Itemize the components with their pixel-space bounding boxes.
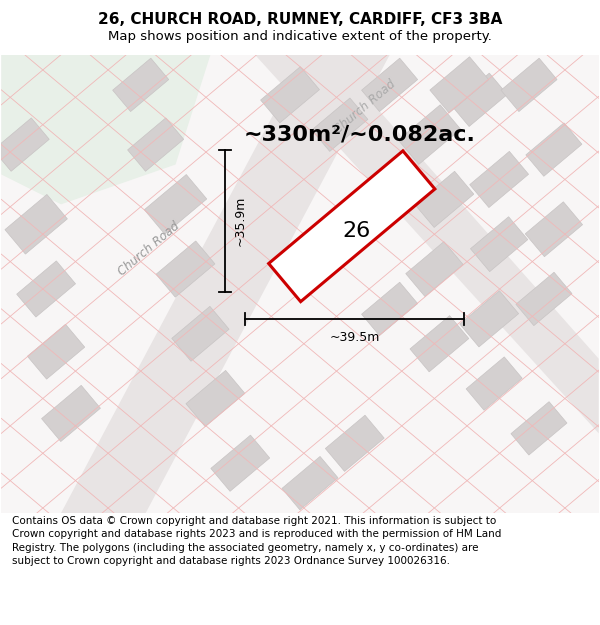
Polygon shape [113,58,169,111]
Text: Church Road: Church Road [115,220,182,279]
Polygon shape [362,282,418,336]
Polygon shape [28,324,85,379]
Polygon shape [128,118,184,171]
Polygon shape [312,98,368,151]
Polygon shape [451,73,507,126]
Polygon shape [260,67,319,123]
Polygon shape [398,105,461,164]
Polygon shape [511,402,567,455]
Polygon shape [0,118,49,171]
Polygon shape [17,261,76,317]
Polygon shape [525,202,583,257]
Polygon shape [211,435,269,491]
Polygon shape [470,217,528,272]
Polygon shape [410,316,469,372]
Polygon shape [415,171,474,227]
Polygon shape [406,242,463,296]
Polygon shape [156,241,215,297]
Polygon shape [269,151,435,302]
Polygon shape [466,357,522,410]
Polygon shape [526,123,582,176]
Polygon shape [516,272,572,326]
Polygon shape [172,306,229,361]
Polygon shape [470,151,529,208]
Polygon shape [460,291,518,347]
Polygon shape [325,415,384,471]
Polygon shape [430,57,489,113]
Text: Contains OS data © Crown copyright and database right 2021. This information is : Contains OS data © Crown copyright and d… [12,516,502,566]
Polygon shape [282,456,338,510]
Polygon shape [362,58,418,111]
Text: ~330m²/~0.082ac.: ~330m²/~0.082ac. [244,124,476,144]
Polygon shape [255,55,599,433]
Polygon shape [61,55,389,513]
Polygon shape [186,371,245,427]
Text: ~39.5m: ~39.5m [329,331,380,344]
Text: Map shows position and indicative extent of the property.: Map shows position and indicative extent… [108,30,492,43]
Polygon shape [1,55,211,204]
Text: 26, CHURCH ROAD, RUMNEY, CARDIFF, CF3 3BA: 26, CHURCH ROAD, RUMNEY, CARDIFF, CF3 3B… [98,12,502,27]
Text: Church Road: Church Road [331,78,398,136]
Polygon shape [145,174,207,234]
Text: ~35.9m: ~35.9m [233,196,246,246]
Polygon shape [41,386,100,441]
Polygon shape [501,58,557,111]
Text: 26: 26 [343,221,371,241]
Polygon shape [5,194,67,254]
